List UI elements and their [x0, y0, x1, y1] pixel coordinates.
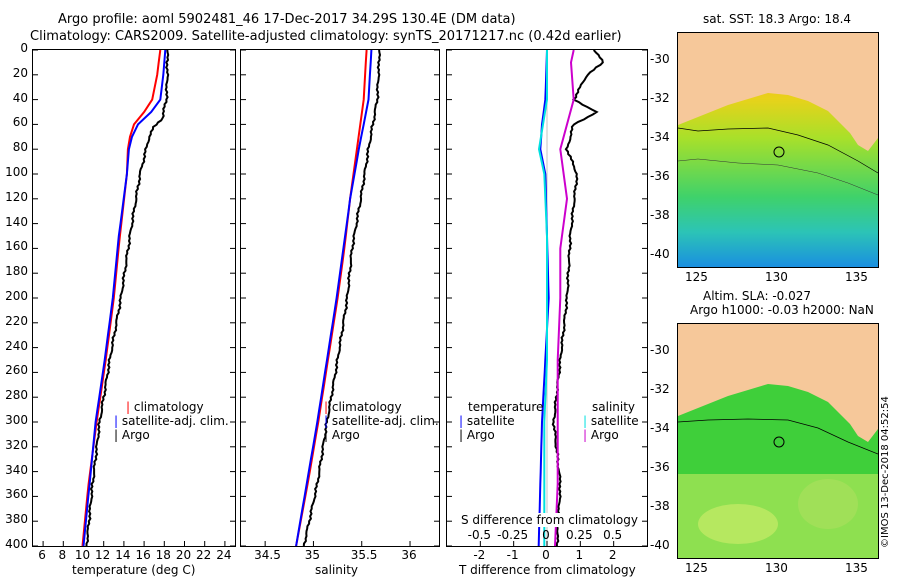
- map-lat-label: -38: [650, 499, 670, 513]
- legend-diff-sal-title: salinity: [592, 400, 636, 414]
- legend-sal-satellite: | satellite-adj. clim.: [324, 414, 439, 428]
- depth-tick-label: 80: [12, 140, 28, 155]
- map-lat-label: -30: [650, 343, 670, 357]
- depth-tick-label: 360: [5, 487, 28, 502]
- depth-tick-label: 400: [5, 537, 28, 551]
- series-line-argo: [85, 50, 170, 546]
- s-tick-label: 0: [542, 528, 550, 542]
- imos-credit: ©IMOS 13-Dec-2018 04:52:54: [880, 396, 891, 548]
- map-lat-label: -32: [650, 91, 670, 105]
- x-tick-label: 18: [155, 548, 171, 562]
- map-lat-label: -36: [650, 169, 670, 183]
- depth-tick-label: 180: [5, 264, 28, 279]
- map-lon-label: 130: [765, 561, 788, 575]
- legend-sal-argo: | Argo: [324, 428, 360, 442]
- sst-map: [677, 32, 879, 268]
- depth-tick-label: 320: [5, 437, 28, 452]
- x-tick-label: 12: [95, 548, 111, 562]
- depth-tick-label: 40: [12, 90, 28, 105]
- legend-diff-sal-argo: | Argo: [583, 428, 619, 442]
- map-lon-label: 135: [845, 270, 868, 284]
- x-tick-label: 22: [196, 548, 212, 562]
- s-difference-axis-label: S difference from climatology: [461, 513, 638, 527]
- depth-tick-label: 160: [5, 239, 28, 254]
- x-tick-label: 0: [542, 548, 550, 562]
- x-tick-label: 34.5: [254, 548, 281, 562]
- map-lat-label: -34: [650, 130, 670, 144]
- legend-diff-sal-sat: | satellite: [583, 414, 639, 428]
- series-line-salinity-satellite: [537, 50, 548, 546]
- map-lon-label: 125: [685, 270, 708, 284]
- s-tick-label: 0.5: [603, 528, 623, 542]
- depth-tick-label: 280: [5, 388, 28, 403]
- s-tick-label: 0.25: [565, 528, 593, 542]
- legend-diff-temp-argo: | Argo: [459, 428, 495, 442]
- temperature-plot: [32, 49, 236, 547]
- depth-tick-label: 100: [5, 165, 28, 179]
- depth-tick-label: 220: [5, 313, 28, 328]
- x-tick-label: 35: [304, 548, 321, 562]
- depth-tick-label: 300: [5, 413, 28, 427]
- depth-tick-label: 340: [5, 462, 28, 477]
- title-line-1: Argo profile: aoml 5902481_46 17-Dec-201…: [58, 12, 516, 27]
- legend-argo: | Argo: [114, 428, 150, 442]
- x-tick-label: 2: [608, 548, 617, 562]
- x-tick-label: 14: [115, 548, 131, 562]
- map-lat-label: -32: [650, 382, 670, 396]
- salinity-axis-label: salinity: [315, 563, 359, 577]
- map-lat-label: -30: [650, 52, 670, 66]
- map-lat-label: -38: [650, 208, 670, 222]
- depth-tick-label: 200: [5, 289, 28, 303]
- difference-plot: [446, 49, 648, 547]
- s-tick-label: -0.5: [467, 528, 492, 542]
- legend-satellite: | satellite-adj. clim.: [114, 414, 229, 428]
- sla-map-title-2: Argo h1000: -0.03 h2000: NaN: [690, 303, 874, 317]
- depth-tick-label: 380: [5, 512, 28, 527]
- x-tick-label: 36: [401, 548, 417, 562]
- depth-tick-label: 240: [5, 338, 28, 353]
- temperature-axis-label: temperature (deg C): [72, 563, 196, 577]
- title-line-2: Climatology: CARS2009. Satellite-adjuste…: [30, 29, 622, 44]
- map-lat-label: -40: [650, 538, 670, 552]
- sst-map-title: sat. SST: 18.3 Argo: 18.4: [703, 12, 852, 26]
- map-lon-label: 130: [765, 270, 788, 284]
- series-line-argo: [302, 50, 382, 546]
- map-lon-label: 135: [845, 561, 868, 575]
- x-tick-label: 6: [38, 548, 46, 562]
- x-tick-label: 10: [74, 548, 91, 562]
- depth-tick-label: 120: [5, 189, 28, 204]
- x-tick-label: 20: [175, 548, 192, 562]
- x-tick-label: 35.5: [350, 548, 378, 562]
- map-lat-label: -34: [650, 421, 670, 435]
- x-tick-label: -1: [506, 548, 519, 562]
- legend-diff-temp-sat: | satellite: [459, 414, 515, 428]
- x-tick-label: 16: [135, 548, 151, 562]
- depth-tick-label: 0: [20, 41, 28, 55]
- depth-tick-label: 20: [12, 65, 28, 80]
- depth-tick-label: 260: [5, 363, 28, 378]
- depth-tick-label: 140: [5, 214, 28, 229]
- map-lat-label: -36: [650, 460, 670, 474]
- legend-sal-climatology: | climatology: [324, 400, 402, 414]
- series-line-salinity-argo: [554, 50, 575, 546]
- series-line-satellite-adj-clim-: [295, 50, 373, 546]
- series-line-satellite-adj-clim-: [82, 50, 167, 546]
- map-lon-label: 125: [685, 561, 708, 575]
- salinity-plot: [240, 49, 440, 547]
- difference-axis-label: T difference from climatology: [459, 563, 636, 577]
- x-tick-label: 1: [575, 548, 584, 562]
- x-tick-label: 8: [58, 548, 67, 562]
- s-tick-label: -0.25: [497, 528, 529, 542]
- legend-diff-temp-title: temperature: [468, 400, 544, 414]
- depth-tick-label: 60: [12, 115, 28, 130]
- legend-climatology: | climatology: [126, 400, 204, 414]
- series-line-climatology: [295, 50, 368, 546]
- sla-map-title-1: Altim. SLA: -0.027: [703, 289, 812, 303]
- sla-map: [677, 323, 879, 559]
- map-lat-label: -40: [650, 247, 670, 261]
- x-tick-label: -2: [473, 548, 486, 562]
- x-tick-label: 24: [216, 548, 232, 562]
